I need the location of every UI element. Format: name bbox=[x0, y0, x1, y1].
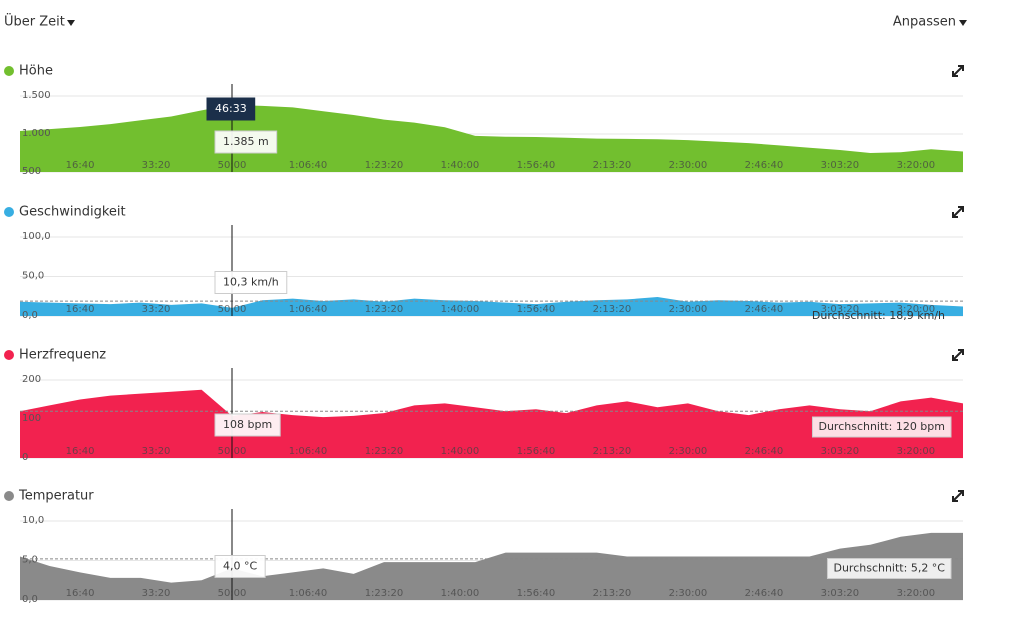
x-tick-label: 16:40 bbox=[66, 446, 95, 457]
legend-dot bbox=[4, 66, 14, 76]
x-tick-label: 1:56:40 bbox=[517, 588, 556, 599]
expand-icon[interactable] bbox=[952, 65, 964, 77]
x-tick-label: 3:20:00 bbox=[897, 160, 936, 171]
x-tick-label: 1:56:40 bbox=[517, 446, 556, 457]
x-tick-label: 1:56:40 bbox=[517, 304, 556, 315]
x-tick-label: 2:46:40 bbox=[745, 446, 784, 457]
view-menu[interactable]: Über Zeit bbox=[4, 13, 65, 30]
x-tick-label: 33:20 bbox=[142, 160, 171, 171]
x-tick-label: 1:23:20 bbox=[365, 160, 404, 171]
x-tick-label: 16:40 bbox=[66, 160, 95, 171]
x-tick-label: 2:30:00 bbox=[669, 446, 708, 457]
x-tick-label: 2:46:40 bbox=[745, 160, 784, 171]
expand-icon[interactable] bbox=[952, 490, 964, 502]
tooltip-text: 46:33 bbox=[215, 102, 247, 115]
tooltip-text: 108 bpm bbox=[223, 418, 272, 431]
y-tick-label: 0,0 bbox=[22, 310, 38, 321]
expand-icon[interactable] bbox=[952, 206, 964, 218]
x-tick-label: 2:30:00 bbox=[669, 588, 708, 599]
average-label: Durchschnitt: 18,9 km/h bbox=[812, 309, 945, 322]
x-tick-label: 33:20 bbox=[142, 446, 171, 457]
x-tick-label: 3:20:00 bbox=[897, 304, 936, 315]
tooltip-box bbox=[214, 413, 281, 437]
average-label: Durchschnitt: 5,2 °C bbox=[833, 562, 945, 575]
tooltip-text: 10,3 km/h bbox=[223, 276, 279, 289]
dropdown-arrow[interactable] bbox=[959, 20, 967, 26]
area bbox=[20, 532, 963, 600]
chart-title: Herzfrequenz bbox=[19, 348, 106, 363]
y-tick-label: 10,0 bbox=[22, 515, 44, 526]
y-tick-label: 50,0 bbox=[22, 271, 44, 282]
x-tick-label: 33:20 bbox=[142, 588, 171, 599]
x-tick-label: 1:23:20 bbox=[365, 446, 404, 457]
tooltip-box bbox=[206, 97, 256, 121]
x-tick-label: 2:46:40 bbox=[745, 588, 784, 599]
tooltip-text: 4,0 °C bbox=[223, 560, 257, 573]
y-tick-label: 100 bbox=[22, 413, 41, 424]
x-tick-label: 16:40 bbox=[66, 588, 95, 599]
x-tick-label: 1:06:40 bbox=[289, 446, 328, 457]
tooltip-text: 1.385 m bbox=[223, 135, 269, 148]
tooltip-box bbox=[214, 130, 278, 154]
x-tick-label: 3:03:20 bbox=[821, 446, 860, 457]
customize-menu[interactable]: Anpassen bbox=[893, 15, 956, 30]
y-tick-label: 1.000 bbox=[22, 128, 51, 139]
area bbox=[20, 297, 963, 316]
x-tick-label: 2:13:20 bbox=[593, 446, 632, 457]
x-tick-label: 1:56:40 bbox=[517, 160, 556, 171]
x-tick-label: 1:06:40 bbox=[289, 304, 328, 315]
x-tick-label: 1:40:00 bbox=[441, 446, 480, 457]
x-tick-label: 3:03:20 bbox=[821, 160, 860, 171]
x-tick-label: 1:23:20 bbox=[365, 588, 404, 599]
x-tick-label: 33:20 bbox=[142, 304, 171, 315]
average-label: Durchschnitt: 120 bpm bbox=[818, 420, 945, 433]
expand-icon[interactable] bbox=[952, 349, 964, 361]
legend-dot bbox=[4, 207, 14, 217]
chart-title: Temperatur bbox=[18, 489, 94, 504]
x-tick-label: 1:40:00 bbox=[441, 160, 480, 171]
x-tick-label: 16:40 bbox=[66, 304, 95, 315]
x-tick-label: 2:13:20 bbox=[593, 588, 632, 599]
x-tick-label: 1:40:00 bbox=[441, 304, 480, 315]
y-tick-label: 100,0 bbox=[22, 231, 51, 242]
legend-dot bbox=[4, 491, 14, 501]
average-box bbox=[826, 558, 952, 579]
chart-title: Höhe bbox=[19, 64, 53, 79]
tooltip-box bbox=[214, 555, 266, 578]
area bbox=[20, 389, 963, 458]
x-tick-label: 2:30:00 bbox=[669, 304, 708, 315]
x-tick-label: 3:03:20 bbox=[821, 304, 860, 315]
tooltip-box bbox=[214, 271, 288, 294]
x-tick-label: 1:06:40 bbox=[289, 588, 328, 599]
x-tick-label: 1:40:00 bbox=[441, 588, 480, 599]
x-tick-label: 1:23:20 bbox=[365, 304, 404, 315]
x-tick-label: 2:46:40 bbox=[745, 304, 784, 315]
y-tick-label: 200 bbox=[22, 374, 41, 385]
x-tick-label: 2:13:20 bbox=[593, 304, 632, 315]
x-tick-label: 3:20:00 bbox=[897, 446, 936, 457]
chart-title: Geschwindigkeit bbox=[19, 205, 126, 220]
y-tick-label: 0 bbox=[22, 452, 28, 463]
x-tick-label: 2:30:00 bbox=[669, 160, 708, 171]
y-tick-label: 5,0 bbox=[22, 555, 38, 566]
y-tick-label: 0,0 bbox=[22, 594, 38, 605]
x-tick-label: 3:03:20 bbox=[821, 588, 860, 599]
y-tick-label: 1.500 bbox=[22, 90, 51, 101]
dropdown-arrow[interactable] bbox=[67, 20, 75, 26]
area bbox=[20, 104, 963, 172]
x-tick-label: 3:20:00 bbox=[897, 588, 936, 599]
x-tick-label: 1:06:40 bbox=[289, 160, 328, 171]
y-tick-label: 500 bbox=[22, 166, 41, 177]
average-box bbox=[811, 416, 952, 438]
legend-dot bbox=[4, 350, 14, 360]
x-tick-label: 2:13:20 bbox=[593, 160, 632, 171]
